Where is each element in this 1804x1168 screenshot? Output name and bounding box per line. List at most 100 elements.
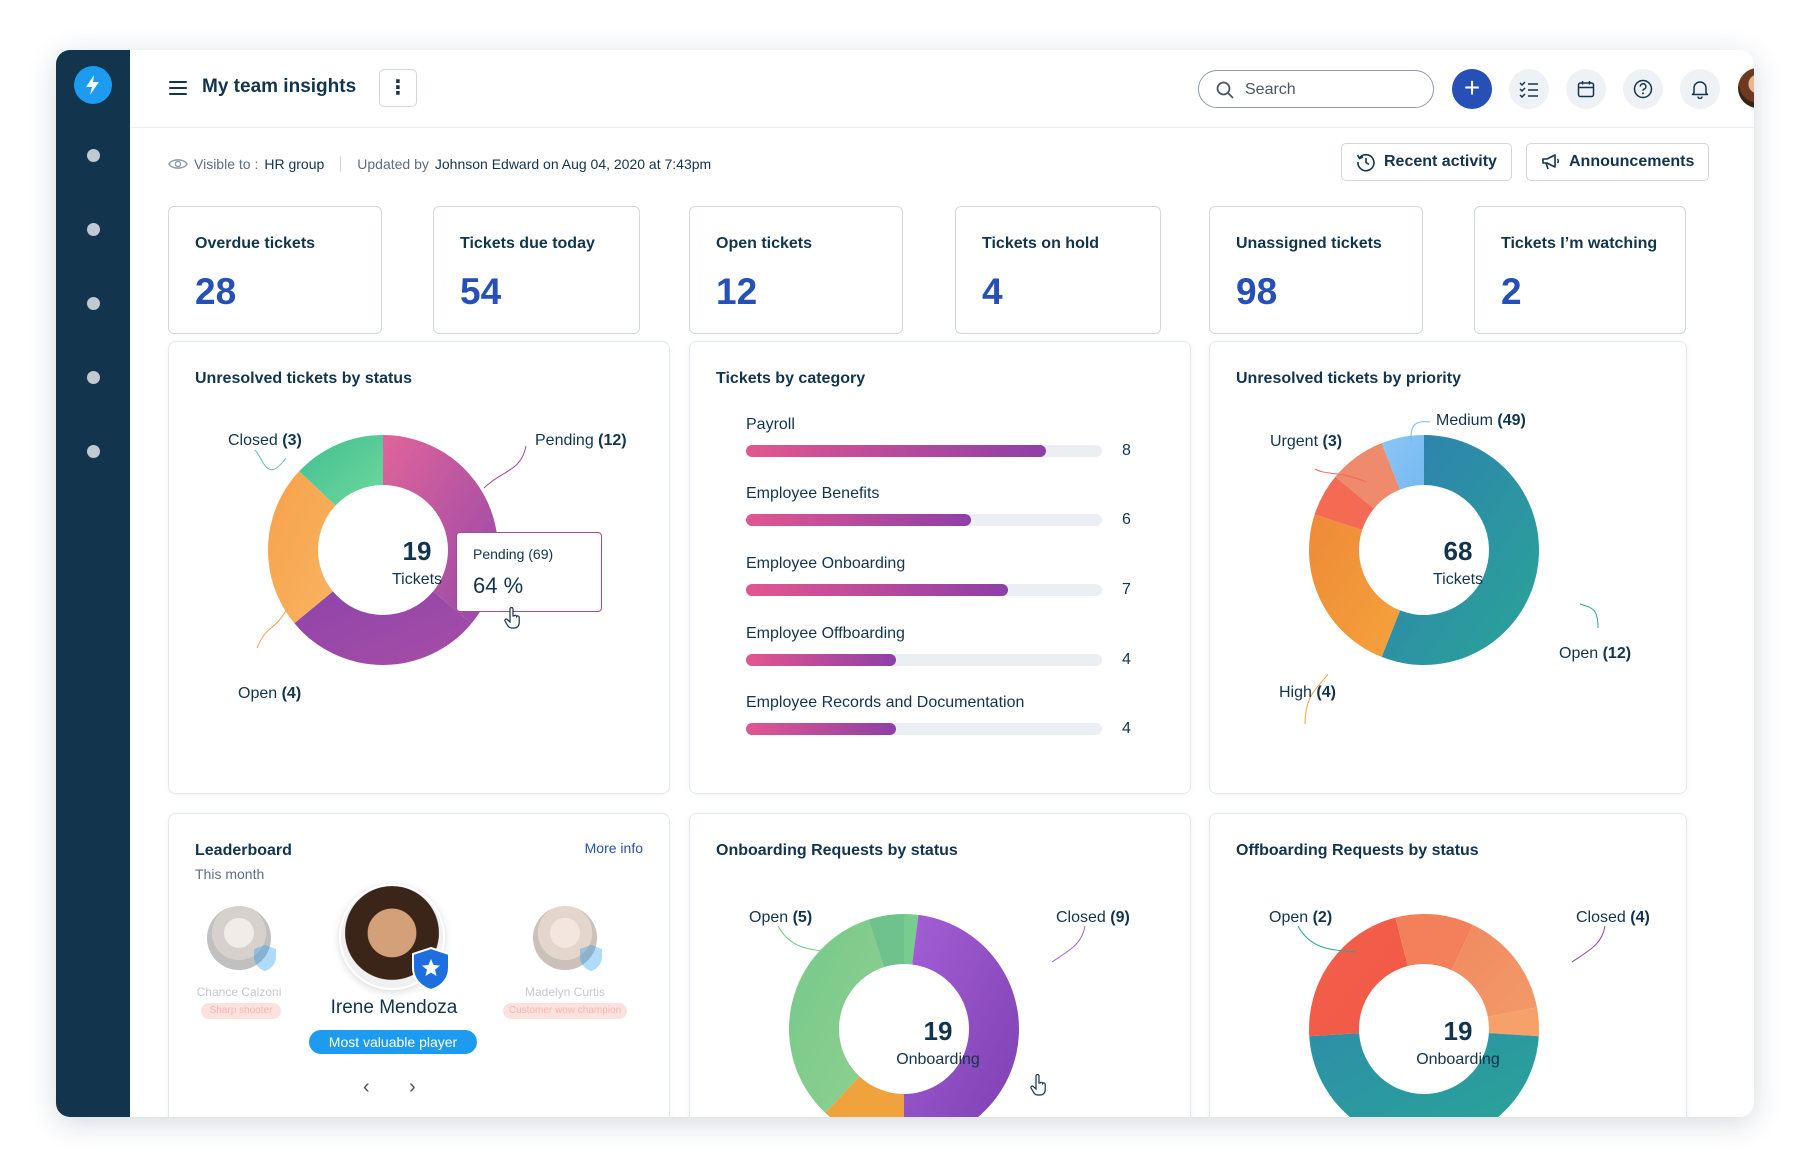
donut-segment[interactable] [1487, 1007, 1539, 1037]
donut-segment[interactable] [1309, 917, 1408, 1037]
leaderboard-card: Leaderboard More info This month Chance … [168, 813, 670, 1117]
category-name: Employee Onboarding [746, 555, 906, 572]
category-bar-row[interactable]: Payroll 8 [746, 416, 1136, 459]
calendar-icon[interactable] [1566, 69, 1606, 109]
category-bar-row[interactable]: Employee Onboarding 7 [746, 555, 1136, 598]
donut-segment[interactable] [1314, 476, 1374, 530]
updated-label: Updated by [357, 156, 429, 172]
kpi-value: 28 [195, 271, 237, 312]
category-bar-row[interactable]: Employee Offboarding 4 [746, 625, 1136, 668]
announcements-label: Announcements [1569, 153, 1695, 170]
more-info-link[interactable]: More info [584, 840, 643, 856]
donut-segment[interactable] [1335, 443, 1401, 509]
high-label: High (4) [1279, 684, 1336, 701]
donut-segment[interactable] [1309, 514, 1401, 657]
prev-arrow-icon[interactable]: ‹ [363, 1076, 370, 1098]
donut-segment[interactable] [299, 435, 383, 506]
avatar[interactable] [207, 906, 271, 970]
donut-segment[interactable] [1395, 914, 1424, 967]
recent-activity-label: Recent activity [1384, 153, 1497, 170]
sidebar-item-4[interactable] [87, 371, 100, 384]
medium-leader-line [1410, 421, 1431, 443]
closed-label: Closed (4) [1576, 909, 1650, 926]
donut-segment[interactable] [904, 914, 919, 965]
category-bar-row[interactable]: Employee Records and Documentation 4 [746, 694, 1136, 737]
kpi-value: 54 [460, 271, 502, 312]
avatar[interactable] [533, 906, 597, 970]
donut-segment[interactable] [294, 591, 472, 665]
sidebar-item-5[interactable] [87, 445, 100, 458]
category-value: 6 [1122, 511, 1131, 528]
open-leader-line [256, 608, 288, 649]
tooltip-label: Pending (69) [473, 546, 554, 562]
kpi-card-on-hold[interactable]: Tickets on hold 4 [955, 206, 1161, 334]
kpi-label: Overdue tickets [195, 235, 316, 252]
card-title: Tickets by category [716, 370, 866, 387]
logo-icon[interactable] [74, 66, 112, 104]
sidebar-item-3[interactable] [87, 297, 100, 310]
kpi-card-open[interactable]: Open tickets 12 [689, 206, 903, 334]
kpi-card-unassigned[interactable]: Unassigned tickets 98 [1209, 206, 1423, 334]
closed-leader-line [1571, 925, 1606, 963]
open-label: Open (5) [749, 909, 812, 926]
page-title: My team insights [202, 76, 357, 97]
sidebar-item-2[interactable] [87, 223, 100, 236]
card-title: Unresolved tickets by priority [1236, 370, 1461, 387]
hand-cursor-icon [1030, 1074, 1046, 1096]
card-title: Onboarding Requests by status [716, 842, 958, 859]
kpi-label: Tickets on hold [982, 235, 1100, 252]
center-label: Onboarding [1416, 1051, 1500, 1068]
donut-segment[interactable] [268, 471, 336, 624]
urgent-label: Urgent (3) [1270, 433, 1342, 450]
search-input[interactable]: Search [1198, 70, 1434, 108]
leaderboard-title: Leaderboard [195, 842, 292, 859]
search-placeholder: Search [1245, 81, 1296, 98]
tasks-icon[interactable] [1509, 69, 1549, 109]
user-avatar[interactable] [1738, 68, 1754, 108]
kpi-card-due-today[interactable]: Tickets due today 54 [433, 206, 640, 334]
more-options-button[interactable]: ⋮ [379, 69, 417, 107]
top-bar: My team insights ⋮ Search + [130, 50, 1754, 128]
donut-segment[interactable] [904, 914, 1019, 1117]
bar-fill [746, 723, 896, 735]
kpi-card-watching[interactable]: Tickets I’m watching 2 [1474, 206, 1686, 334]
high-leader-line [1304, 673, 1329, 725]
card-title: Unresolved tickets by status [195, 370, 412, 387]
closed-label: Closed (9) [1056, 909, 1130, 926]
announcements-button[interactable]: Announcements [1526, 143, 1710, 181]
donut-segment[interactable] [1309, 1033, 1539, 1117]
status-chart-card: Unresolved tickets by status Closed (3) … [168, 341, 670, 794]
avatar[interactable] [339, 884, 445, 990]
closed-leader-line [1051, 925, 1086, 963]
donut-segment[interactable] [1451, 924, 1537, 1017]
kpi-label: Unassigned tickets [1236, 235, 1382, 252]
closed-leader-line [254, 449, 287, 471]
kpi-value: 98 [1236, 271, 1278, 312]
open-leader-line [1579, 603, 1599, 629]
donut-segment[interactable] [825, 1076, 904, 1117]
menu-icon[interactable] [169, 81, 187, 99]
sidebar-item-1[interactable] [87, 149, 100, 162]
add-button[interactable]: + [1452, 69, 1492, 109]
tooltip-value: 64 % [473, 573, 524, 598]
center-value: 19 [403, 536, 432, 566]
kpi-card-overdue[interactable]: Overdue tickets 28 [168, 206, 382, 334]
donut-segment[interactable] [789, 919, 884, 1113]
medium-label: Medium (49) [1436, 412, 1526, 429]
next-arrow-icon[interactable]: › [409, 1076, 416, 1098]
open-leader-line [777, 925, 837, 953]
card-title: Offboarding Requests by status [1236, 842, 1479, 859]
notification-bell-icon[interactable] [1680, 69, 1720, 109]
search-icon [1216, 81, 1234, 99]
category-bar-row[interactable]: Employee Benefits 6 [746, 485, 1136, 528]
center-value: 19 [924, 1016, 953, 1046]
help-icon[interactable] [1623, 69, 1663, 109]
visibility-info: Visible to : HR group Updated by Johnson… [168, 156, 711, 172]
donut-segment[interactable] [1381, 435, 1424, 490]
donut-segment[interactable] [1424, 914, 1473, 971]
category-name: Employee Benefits [746, 485, 880, 502]
donut-segment[interactable] [868, 914, 904, 968]
donut-segment[interactable] [1381, 435, 1539, 665]
category-name: Payroll [746, 416, 795, 433]
recent-activity-button[interactable]: Recent activity [1341, 143, 1512, 181]
